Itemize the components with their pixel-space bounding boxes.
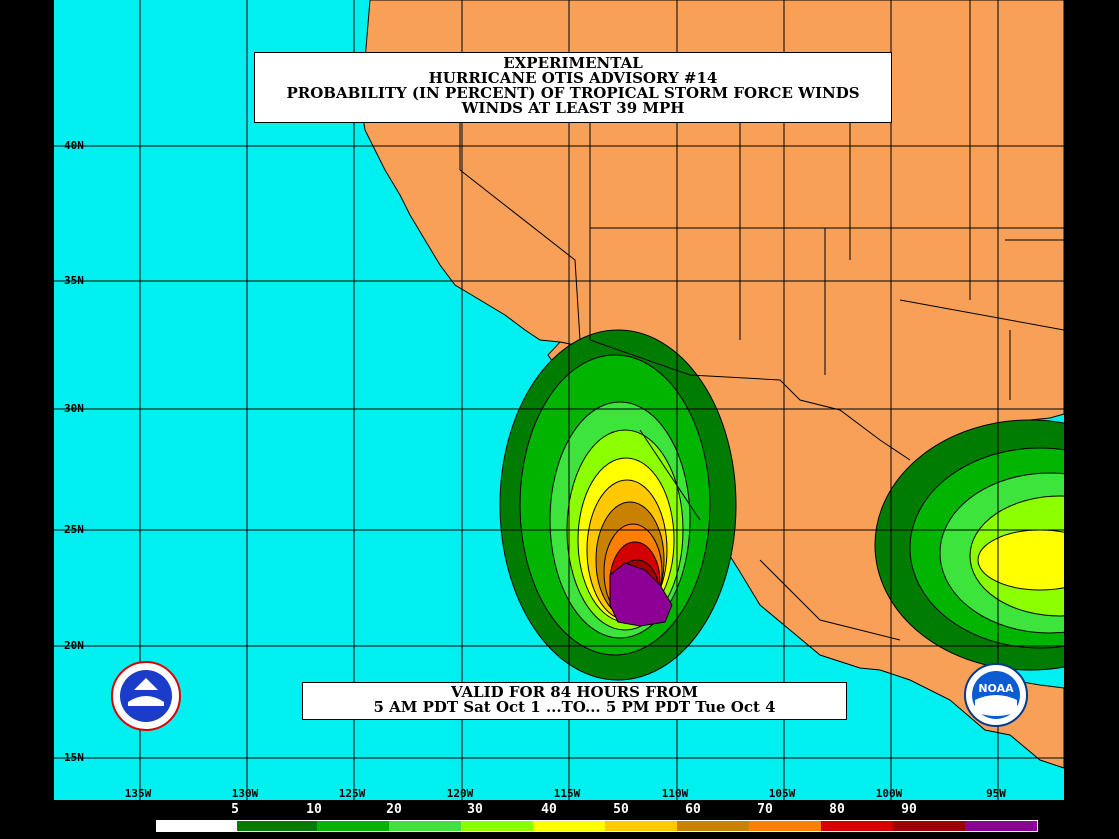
title-line-4: WINDS AT LEAST 39 MPH <box>461 99 685 117</box>
legend-label-10: 10 <box>306 802 322 817</box>
lon-label-125w: 125W <box>338 787 366 800</box>
legend-label-70: 70 <box>757 802 773 817</box>
lat-label-25n: 25N <box>64 523 84 536</box>
title-line-3: PROBABILITY (IN PERCENT) OF TROPICAL STO… <box>286 84 860 102</box>
lon-label-115w: 115W <box>553 787 581 800</box>
legend-swatch <box>605 821 677 831</box>
legend-color-bar <box>156 820 1038 832</box>
map-title-box: EXPERIMENTAL HURRICANE OTIS ADVISORY #14… <box>254 52 892 123</box>
legend-label-60: 60 <box>685 802 701 817</box>
legend-swatch <box>677 821 749 831</box>
legend-swatch <box>533 821 605 831</box>
lon-label-95w: 95W <box>986 787 1006 800</box>
valid-period-box: VALID FOR 84 HOURS FROM 5 AM PDT Sat Oct… <box>302 682 847 720</box>
lon-label-105w: 105W <box>768 787 796 800</box>
legend-swatch <box>749 821 821 831</box>
legend-label-50: 50 <box>613 802 629 817</box>
legend-swatch <box>461 821 533 831</box>
legend-swatch <box>317 821 389 831</box>
lon-label-130w: 130W <box>231 787 259 800</box>
lon-label-120w: 120W <box>446 787 474 800</box>
legend-swatch <box>389 821 461 831</box>
noaa-logo: NOAA <box>964 663 1028 727</box>
legend-swatch <box>237 821 317 831</box>
legend-swatch <box>893 821 965 831</box>
lat-label-30n: 30N <box>64 402 84 415</box>
storm-otis-contours <box>499 329 737 681</box>
legend-swatch <box>965 821 1037 831</box>
lat-label-35n: 35N <box>64 274 84 287</box>
legend-label-20: 20 <box>386 802 402 817</box>
legend-swatch <box>821 821 893 831</box>
legend-label-80: 80 <box>829 802 845 817</box>
valid-line-2: 5 AM PDT Sat Oct 1 ...TO... 5 PM PDT Tue… <box>373 698 776 716</box>
lat-label-40n: 40N <box>64 139 84 152</box>
borders <box>459 0 1065 641</box>
title-line-1: EXPERIMENTAL <box>503 54 643 72</box>
legend-swatch <box>157 821 237 831</box>
graticule <box>54 0 1064 800</box>
lon-label-100w: 100W <box>875 787 903 800</box>
lon-label-135w: 135W <box>124 787 152 800</box>
lon-label-110w: 110W <box>661 787 689 800</box>
nws-logo <box>111 661 181 731</box>
title-line-2: HURRICANE OTIS ADVISORY #14 <box>428 69 718 87</box>
legend-label-90: 90 <box>901 802 917 817</box>
noaa-logo-text: NOAA <box>978 682 1014 695</box>
lat-label-15n: 15N <box>64 751 84 764</box>
lat-label-20n: 20N <box>64 639 84 652</box>
legend-label-40: 40 <box>541 802 557 817</box>
legend-label-5: 5 <box>231 802 239 817</box>
valid-line-1: VALID FOR 84 HOURS FROM <box>450 683 699 701</box>
legend-label-30: 30 <box>467 802 483 817</box>
